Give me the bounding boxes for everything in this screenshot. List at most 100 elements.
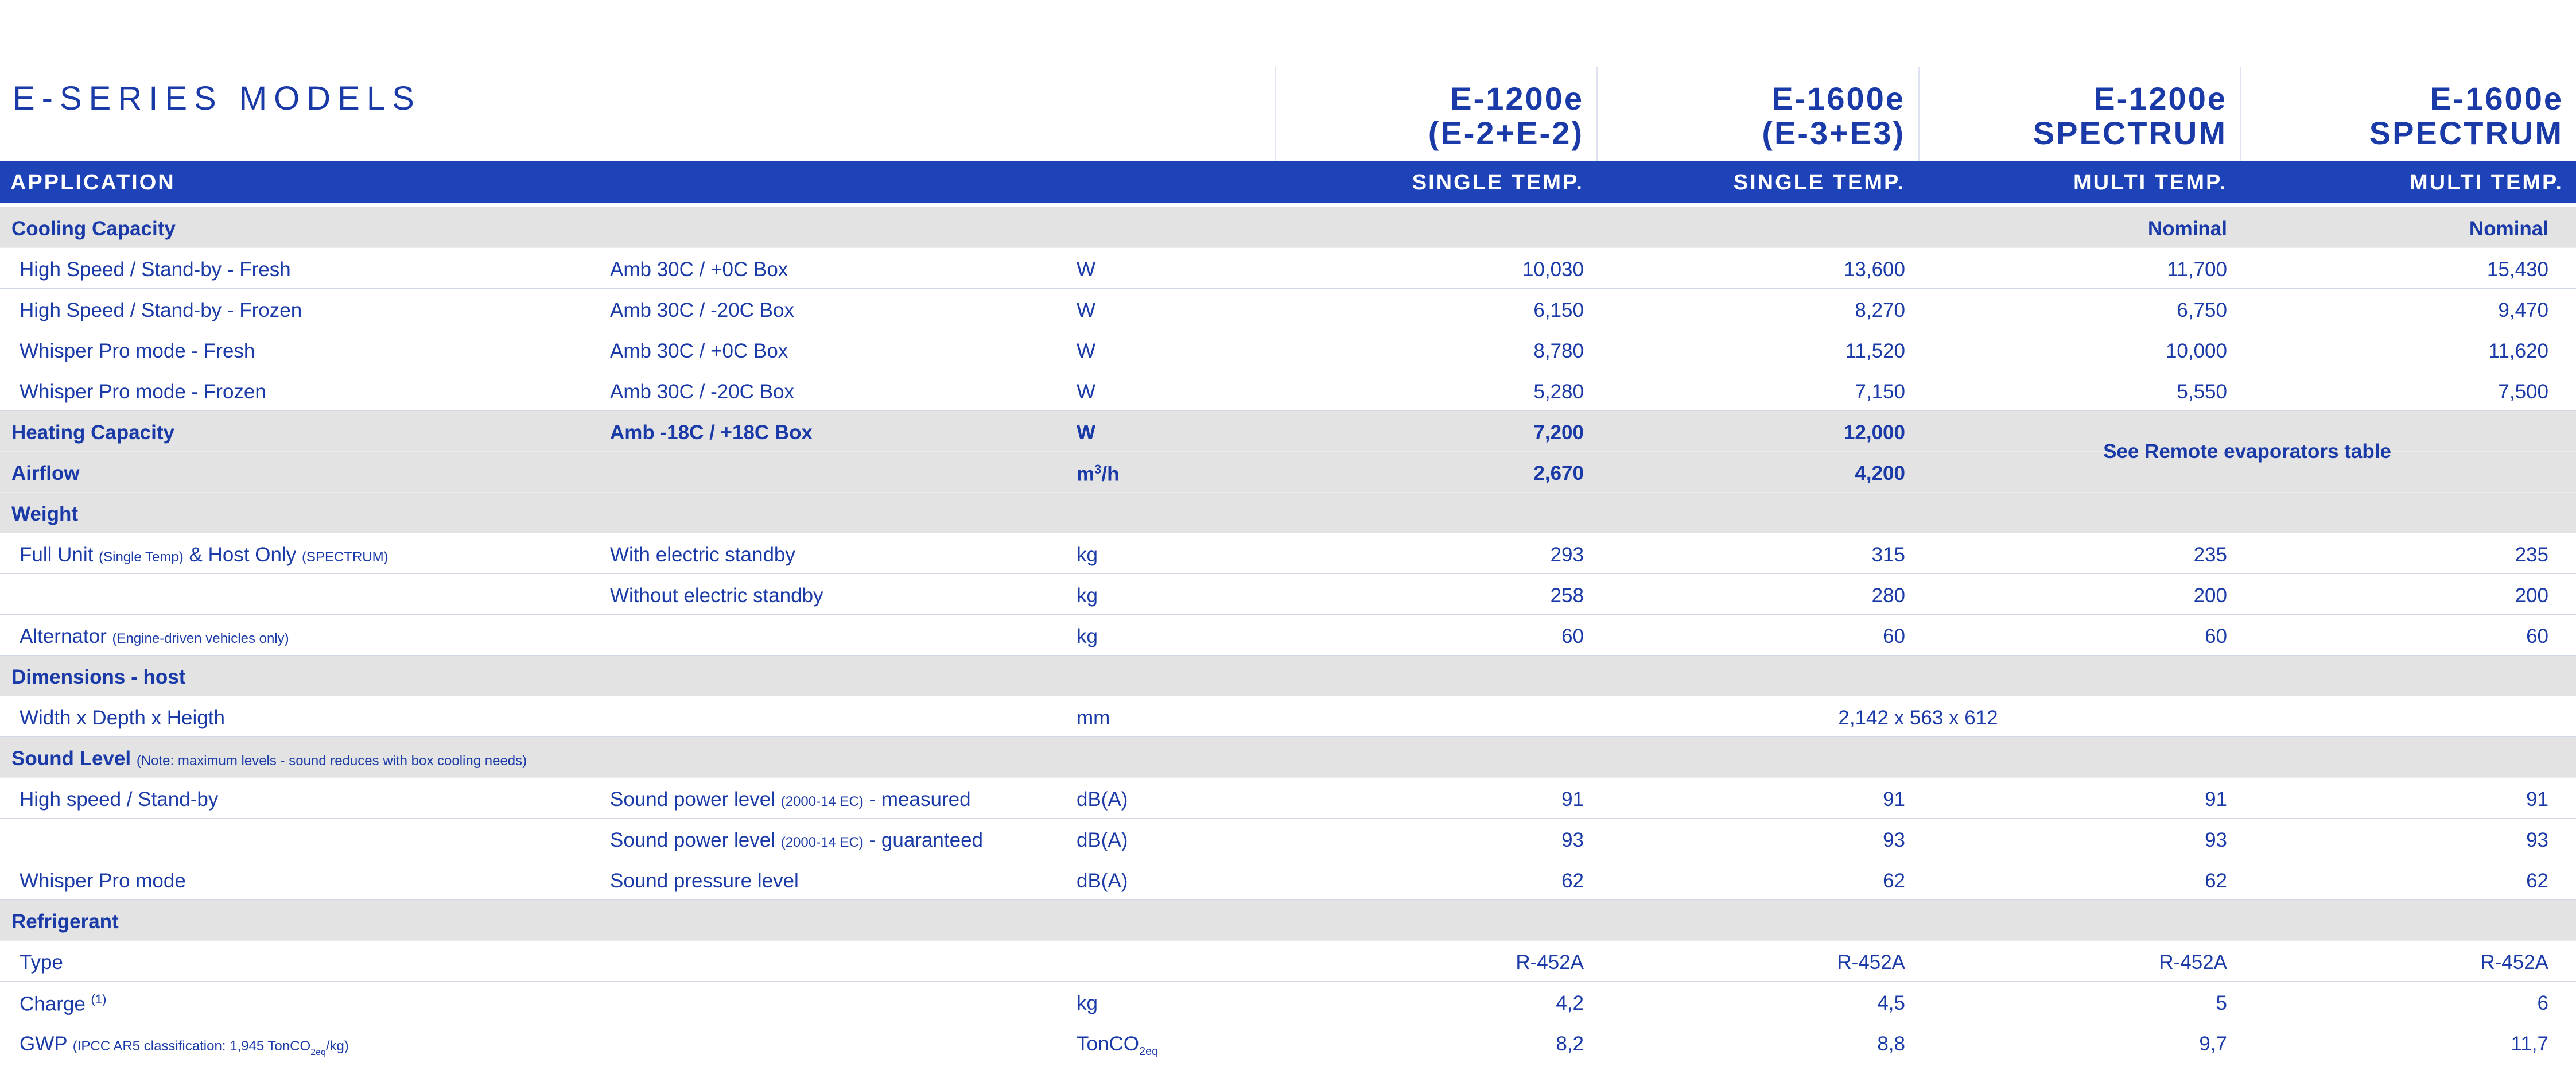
table-row: Width x Depth x Heigth mm 2,142 x 563 x … [0,696,2576,737]
table-row: High Speed / Stand-by - Frozen Amb 30C /… [0,289,2576,329]
cell-value: 5,550 [2177,381,2227,403]
row-condition: Without electric standby [610,584,823,607]
row-label: Width x Depth x Heigth [20,707,225,729]
table-row: Full Unit (Single Temp) & Host Only (SPE… [0,533,2576,574]
model-name: E-1200e [2093,80,2227,117]
cell-value: 91 [2526,788,2548,811]
row-unit: kg [1077,992,1098,1014]
cell-value: 93 [1561,829,1584,851]
cell-value: R-452A [2480,951,2548,974]
cell-value: R-452A [1516,951,1584,974]
cell-value: 315 [1871,544,1905,566]
cell-value: 8,2 [1556,1033,1584,1055]
application-value: SINGLE TEMP. [1412,170,1584,195]
cell-value: 62 [1883,870,1905,892]
cell-value: 10,030 [1522,258,1584,281]
row-label: High speed / Stand-by [20,788,219,811]
model-name: E-1600e [1771,80,1905,117]
table-row: Charge (1) kg 4,2 4,5 5 6 [0,982,2576,1022]
heating-airflow-block: Heating Capacity Amb -18C / +18C Box W 7… [0,411,2576,493]
cell-value: 5,280 [1533,381,1584,403]
section-refrigerant: Refrigerant [0,900,2576,941]
row-condition: Amb 30C / -20C Box [610,381,794,403]
model-config: (E-3+E3) [1762,115,1905,151]
cell-value: 200 [2515,584,2548,607]
cell-value: 8,780 [1533,340,1584,362]
section-airflow: Airflow m3/h 2,670 4,200 [0,452,2576,493]
row-unit: TonCO2eq [1077,1033,1159,1058]
cell-value: 60 [1561,625,1584,647]
cell-value: 2,142 x 563 x 612 [1838,707,1998,729]
row-label: High Speed / Stand-by - Fresh [20,258,291,281]
model-config: SPECTRUM [2033,115,2227,151]
cell-value: 6,750 [2177,299,2227,321]
section-title: Dimensions - host [11,666,186,688]
table-row: Type R-452A R-452A R-452A R-452A [0,941,2576,982]
row-unit: dB(A) [1077,829,1128,851]
row-condition: Sound power level (2000-14 EC) - guarant… [610,829,983,851]
cell-value: 9,7 [2199,1033,2227,1055]
row-unit: m3/h [1077,462,1120,486]
cell-value: 6,150 [1533,299,1584,321]
section-weight: Weight [0,493,2576,533]
table-row: GWP (IPCC AR5 classification: 1,945 TonC… [0,1022,2576,1063]
row-unit: W [1077,421,1096,444]
model-header-4: E-1600e SPECTRUM [2240,67,2576,161]
row-unit: W [1077,258,1096,281]
cell-value: 9,470 [2498,299,2548,321]
cell-value: 5 [2216,992,2227,1014]
cell-value: 4,5 [1877,992,1905,1014]
table-row: High speed / Stand-by Sound power level … [0,778,2576,819]
row-label: Alternator (Engine-driven vehicles only) [20,625,289,647]
row-unit: mm [1077,707,1110,729]
cell-value: 60 [2205,625,2227,647]
cell-value: 11,7 [2511,1033,2548,1055]
cell-value: 91 [1883,788,1905,811]
cell-value: 91 [2205,788,2227,811]
table-row: Without electric standby kg 258 280 200 … [0,574,2576,615]
section-title: Airflow [11,462,80,484]
nominal-label: Nominal [2147,218,2227,240]
table-row: Whisper Pro mode - Fresh Amb 30C / +0C B… [0,329,2576,370]
row-label: High Speed / Stand-by - Frozen [20,299,302,321]
cell-value: 60 [2526,625,2548,647]
cell-value: 200 [2193,584,2227,607]
cell-value: 11,700 [2167,258,2227,281]
cell-value: R-452A [1837,951,1905,974]
table-row: Whisper Pro mode - Frozen Amb 30C / -20C… [0,370,2576,411]
cell-value: 4,200 [1855,462,1905,484]
row-unit: kg [1077,625,1098,647]
section-heating-capacity: Heating Capacity Amb -18C / +18C Box W 7… [0,411,2576,452]
cell-value: 10,000 [2165,340,2227,362]
section-cooling-capacity: Cooling Capacity Nominal Nominal [0,207,2576,248]
model-config: SPECTRUM [2369,115,2563,151]
row-unit: W [1077,381,1096,403]
cell-value: 8,8 [1877,1033,1905,1055]
row-unit: dB(A) [1077,788,1128,811]
cell-value: 91 [1561,788,1584,811]
cell-value: 13,600 [1843,258,1905,281]
cell-value: 93 [1883,829,1905,851]
cell-value: 8,270 [1855,299,1905,321]
table-row: Alternator (Engine-driven vehicles only)… [0,615,2576,656]
row-label: Type [20,951,63,974]
row-unit: W [1077,340,1096,362]
section-title: Refrigerant [11,910,119,933]
section-dimensions: Dimensions - host [0,656,2576,696]
section-title: Sound Level (Note: maximum levels - soun… [11,747,527,770]
row-label: Whisper Pro mode - Fresh [20,340,255,362]
section-title: Weight [11,503,79,525]
cell-value: 293 [1550,544,1584,566]
cell-value: 62 [2205,870,2227,892]
cell-value: 4,2 [1556,992,1584,1014]
table-row: High Speed / Stand-by - Fresh Amb 30C / … [0,248,2576,289]
row-condition: Amb -18C / +18C Box [610,421,813,444]
row-condition: Sound power level (2000-14 EC) - measure… [610,788,971,811]
cell-value: 11,620 [2488,340,2548,362]
cell-value: 235 [2193,544,2227,566]
row-condition: Amb 30C / +0C Box [610,258,788,281]
section-title: Heating Capacity [11,421,174,444]
model-name: E-1200e [1450,80,1584,117]
cell-value: R-452A [2159,951,2227,974]
